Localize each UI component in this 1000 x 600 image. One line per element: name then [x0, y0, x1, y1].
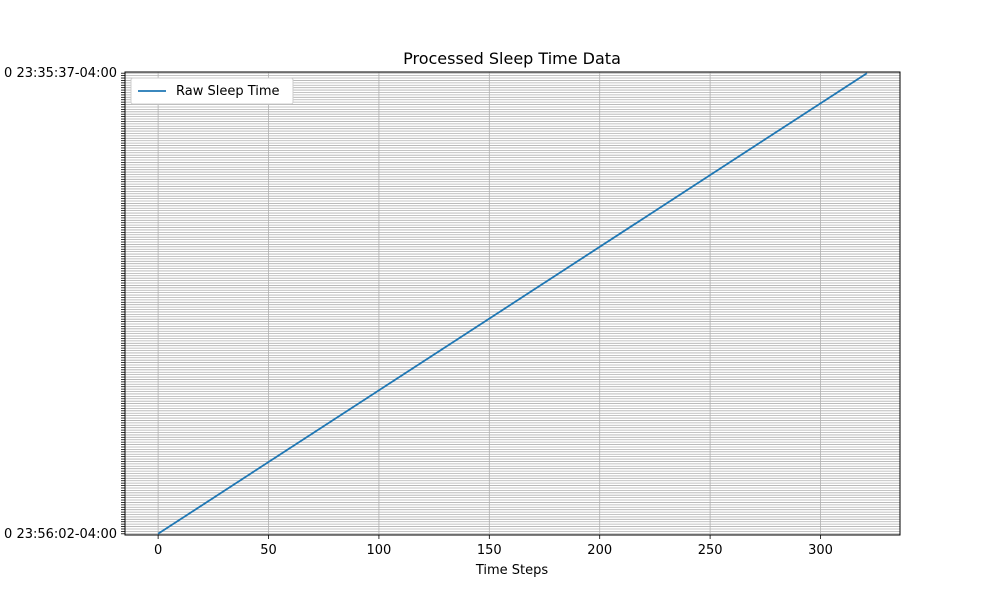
x-grid	[157, 72, 821, 535]
legend: Raw Sleep Time	[130, 77, 294, 105]
y-grid	[125, 72, 900, 535]
plot-area	[124, 71, 901, 536]
x-tick-label: 150	[477, 543, 502, 558]
series-layer	[157, 72, 868, 535]
legend-label-raw-sleep-time: Raw Sleep Time	[176, 84, 280, 99]
y-tick-label-top: 0 23:35:37-04:00	[4, 66, 117, 81]
plot-frame	[124, 71, 901, 536]
x-tick-label: 50	[260, 543, 277, 558]
x-tick-label: 0	[154, 543, 162, 558]
x-tick-label: 300	[808, 543, 833, 558]
series-line-raw-sleep-time	[157, 72, 868, 535]
x-tick-label: 250	[698, 543, 723, 558]
y-tick-label-bottom: 0 23:56:02-04:00	[4, 527, 117, 542]
x-tick-label: 100	[367, 543, 392, 558]
x-axis: 0 50 100 150 200 250 300	[154, 535, 833, 558]
legend-box	[130, 77, 294, 105]
y-axis: 0 23:56:02-04:00 0 23:35:37-04:00	[4, 66, 125, 542]
x-tick-label: 200	[587, 543, 612, 558]
x-axis-label: Time Steps	[475, 563, 549, 578]
chart-title: Processed Sleep Time Data	[403, 49, 621, 68]
